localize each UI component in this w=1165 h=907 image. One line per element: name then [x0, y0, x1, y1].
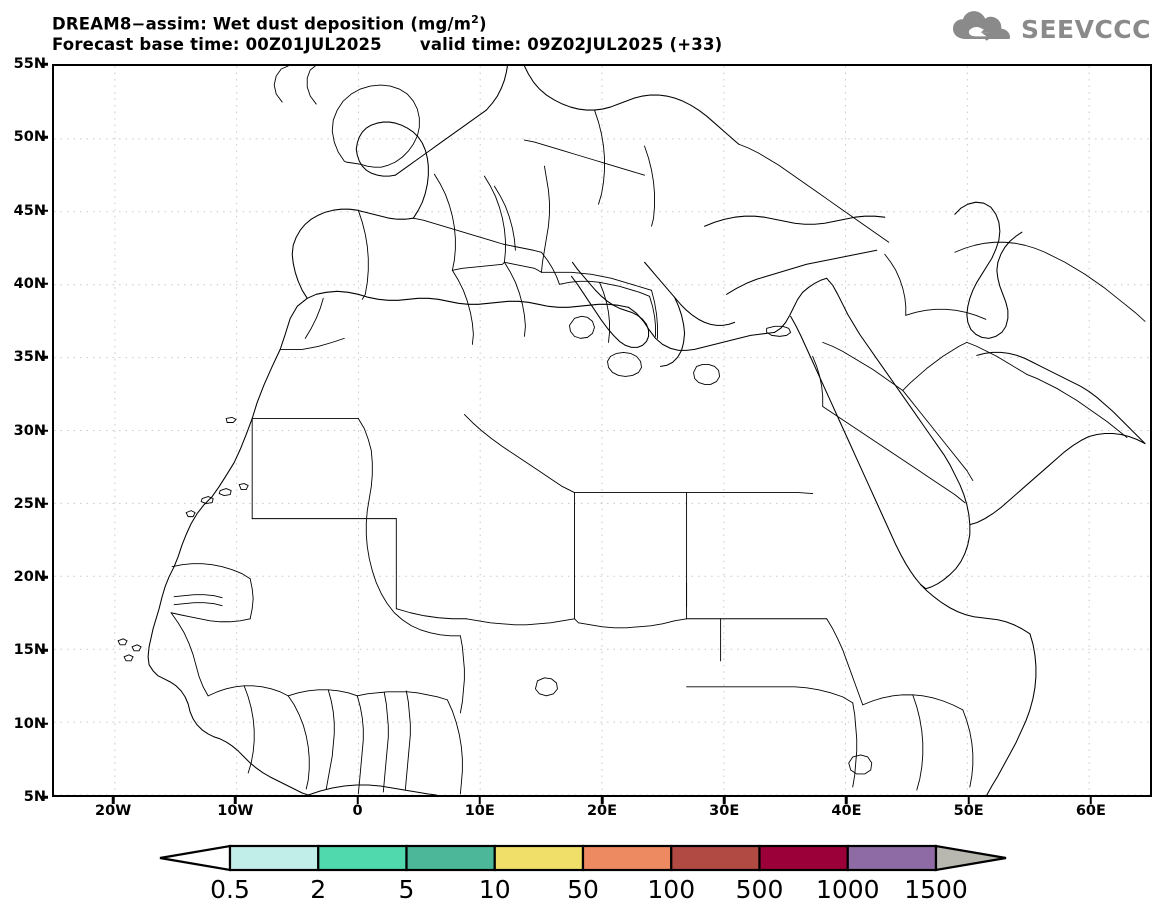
latitude-tick-label: 35N — [13, 349, 46, 366]
longitude-tick-mark — [234, 797, 237, 804]
colorbar-band[interactable] — [317, 844, 408, 872]
colorbar-band[interactable] — [846, 844, 938, 872]
latitude-tick-label: 55N — [13, 56, 46, 72]
latitude-tick-label: 15N — [13, 642, 46, 659]
latitude-tick-label: 5N — [23, 789, 46, 805]
latitude-tick-label: 10N — [13, 715, 46, 732]
longitude-tick-mark — [845, 797, 848, 804]
chart-subtitle: Forecast base time: 00Z01JUL2025 valid ti… — [52, 35, 952, 55]
latitude-tick-label: 45N — [13, 202, 46, 219]
forecast-base-time-label: Forecast base time: 00Z01JUL2025 — [52, 34, 382, 54]
colorbar-level-label: 0.5 — [210, 875, 250, 904]
seevccc-logo: SEEVCCC — [952, 10, 1151, 48]
longitude-tick-mark — [478, 797, 482, 804]
colorbar-band[interactable] — [581, 844, 673, 872]
longitude-tick-mark — [356, 797, 359, 804]
longitude-tick-mark — [1089, 797, 1093, 804]
longitude-tick-label: 20W — [95, 803, 132, 819]
latitude-tick-mark — [41, 429, 48, 432]
latitude-tick-mark — [41, 649, 48, 652]
colorbar-band[interactable] — [758, 844, 849, 872]
longitude-tick-mark — [967, 797, 970, 804]
longitude-tick-label: 20E — [586, 803, 618, 819]
colorbar-level-label: 2 — [310, 875, 327, 904]
geography-layer — [117, 66, 1146, 795]
map-gridlines — [54, 66, 1150, 795]
latitude-tick-mark — [41, 355, 48, 359]
colorbar-band[interactable] — [670, 844, 761, 872]
latitude-tick-mark — [41, 722, 48, 725]
latitude-tick-label: 50N — [13, 129, 46, 146]
colorbar-level-label: 50 — [567, 875, 599, 904]
longitude-tick-label: 30E — [709, 803, 740, 819]
latitude-tick-label: 20N — [13, 569, 46, 586]
latitude-tick-mark — [41, 282, 48, 286]
colorbar-over-arrow — [934, 844, 1007, 872]
colorbar-level-label: 5 — [398, 875, 415, 904]
longitude-tick-mark — [600, 797, 604, 804]
longitude-tick-label: 10E — [464, 803, 495, 819]
logo-text: SEEVCCC — [1020, 14, 1151, 44]
colorbar-level-label: 1500 — [904, 875, 968, 904]
latitude-tick-label: 40N — [13, 275, 46, 292]
colorbar-under-arrow — [159, 844, 232, 872]
colorbar-level-label: 100 — [647, 875, 696, 904]
colorbar-level-label: 1000 — [815, 875, 880, 904]
latitude-tick-mark — [41, 575, 48, 579]
colorbar-level-label: 500 — [735, 875, 784, 904]
map-canvas: .grid { stroke:#c8c8c8; stroke-width:1; … — [54, 66, 1150, 795]
title-units-exponent: 2 — [471, 13, 479, 26]
colorbar-band[interactable] — [493, 844, 585, 872]
colorbar-level-label: 10 — [478, 875, 511, 904]
latitude-tick-label: 30N — [13, 422, 46, 439]
latitude-tick-mark — [41, 209, 48, 212]
longitude-tick-label: 40E — [831, 803, 862, 819]
latitude-tick-label: 25N — [13, 495, 46, 512]
map-plot-area[interactable]: .grid { stroke:#c8c8c8; stroke-width:1; … — [52, 64, 1152, 797]
longitude-tick-label: 10W — [217, 803, 254, 819]
latitude-tick-mark — [41, 795, 48, 799]
title-closing-paren: ) — [479, 14, 487, 34]
latitude-tick-mark — [41, 502, 48, 506]
colorbar-tick-labels: 0.5 2 5 10 50 100 500 1000 1500 — [0, 876, 1165, 906]
colorbar-legend[interactable]: 0.5 2 5 10 50 100 500 1000 1500 — [0, 842, 1165, 907]
longitude-tick-label: 60E — [1075, 803, 1106, 819]
chart-header: DREAM8−assim: Wet dust deposition (mg/m2… — [52, 10, 952, 55]
longitude-tick-label: 50E — [953, 803, 984, 819]
colorbar-band[interactable] — [405, 844, 496, 872]
longitude-tick-label: 0 — [352, 803, 363, 819]
latitude-axis: 5N 10N 15N 20N 25N 30N 35N 40N 45N 50N 55N — [0, 56, 48, 805]
valid-time-label: valid time: 09Z02JUL2025 (+33) — [419, 34, 723, 54]
latitude-tick-mark — [41, 136, 48, 139]
title-main-text: DREAM8−assim: Wet dust deposition (mg/m — [52, 14, 472, 34]
colorbar-band[interactable] — [228, 844, 320, 872]
page-title: DREAM8−assim: Wet dust deposition (mg/m2… — [52, 10, 952, 35]
cloud-icon — [952, 10, 1014, 48]
longitude-tick-mark — [111, 797, 115, 804]
latitude-tick-mark — [41, 62, 48, 66]
longitude-axis: 20W 10W 0 10E 20E 30E 40E 50E 60E — [52, 797, 1152, 825]
colorbar-swatches[interactable] — [0, 842, 1165, 878]
longitude-tick-mark — [722, 797, 726, 804]
